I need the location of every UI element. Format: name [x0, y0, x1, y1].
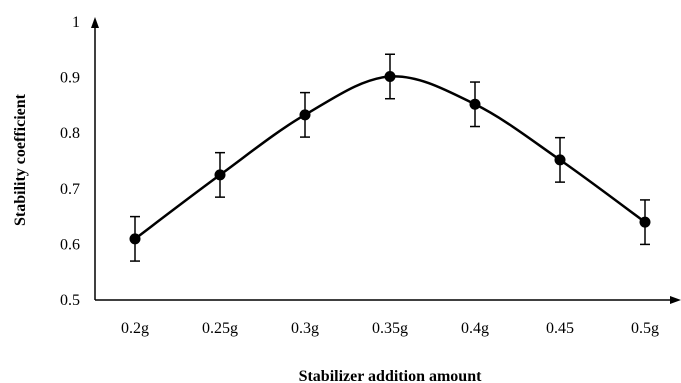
y-tick-label: 0.7 — [60, 181, 80, 198]
x-tick-label: 0.25g — [202, 320, 238, 337]
x-tick-label: 0.4g — [461, 320, 489, 337]
data-point — [554, 154, 566, 166]
y-tick-label: 1 — [72, 14, 80, 31]
y-axis-title: Stability coefficient — [12, 93, 29, 226]
data-point — [214, 169, 226, 181]
y-tick-label: 0.6 — [60, 236, 80, 253]
x-axis-arrow — [670, 296, 681, 304]
x-tick-label: 0.3g — [291, 320, 319, 337]
x-tick-label: 0.35g — [372, 320, 408, 337]
data-points — [129, 70, 651, 245]
y-tick-label: 0.5 — [60, 292, 80, 309]
x-axis-title: Stabilizer addition amount — [299, 368, 483, 383]
x-tick-label: 0.5g — [631, 320, 659, 337]
axes — [91, 17, 681, 304]
x-tick-labels: 0.2g 0.25g 0.3g 0.35g 0.4g 0.45 0.5g — [121, 320, 659, 337]
x-tick-label: 0.45 — [546, 320, 574, 337]
y-tick-label: 0.8 — [60, 125, 80, 142]
y-tick-labels: 0.5 0.6 0.7 0.8 0.9 1 — [60, 14, 80, 309]
error-bars — [130, 53, 650, 262]
data-point — [384, 70, 396, 82]
data-point — [129, 233, 141, 245]
y-tick-label: 0.9 — [60, 70, 80, 87]
data-point — [469, 98, 481, 110]
data-point — [299, 109, 311, 121]
x-tick-label: 0.2g — [121, 320, 149, 337]
y-axis-arrow — [91, 17, 99, 28]
series-line — [134, 75, 646, 240]
data-point — [639, 216, 651, 228]
